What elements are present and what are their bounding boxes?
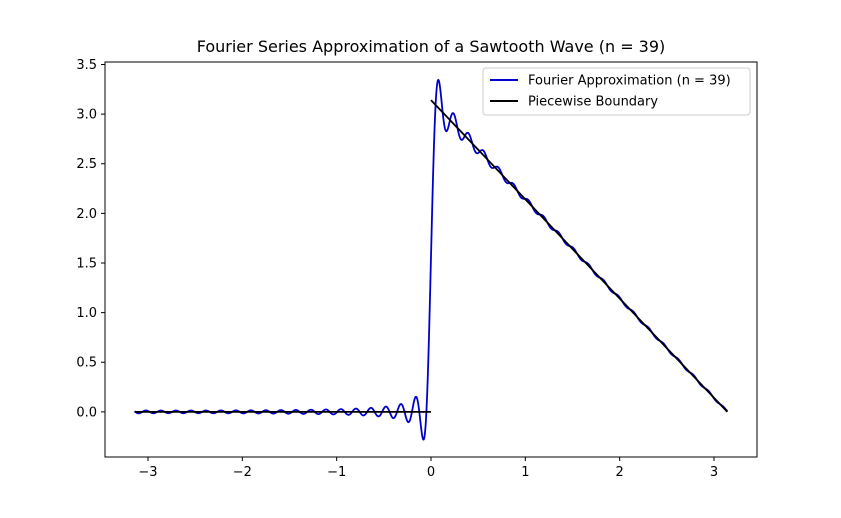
x-tick-label: 2 [616, 465, 624, 480]
x-tick-label: 0 [427, 465, 435, 480]
y-tick-label: 3.0 [76, 108, 97, 123]
y-tick-label: 1.5 [76, 256, 97, 271]
y-tick-label: 3.5 [76, 58, 97, 73]
plot-lines [133, 78, 729, 441]
y-tick-label: 0.5 [76, 356, 97, 371]
y-axis-ticks: 0.0 0.5 1.0 1.5 2.0 2.5 3.0 3.5 [76, 58, 105, 420]
series-line-piecewise [430, 99, 729, 413]
y-tick-label: 0.0 [76, 405, 97, 420]
x-axis-ticks: −3 −2 −1 0 1 2 3 [138, 457, 718, 480]
x-tick-label: −1 [327, 465, 346, 480]
y-tick-label: 2.0 [76, 207, 97, 222]
plot-frame [104, 61, 758, 458]
x-tick-label: 1 [521, 465, 529, 480]
legend-label-fourier: Fourier Approximation (n = 39) [528, 74, 731, 89]
legend-label-piecewise: Piecewise Boundary [528, 95, 658, 110]
x-tick-label: 3 [710, 465, 718, 480]
y-tick-label: 1.0 [76, 306, 97, 321]
legend: Fourier Approximation (n = 39) Piecewise… [482, 67, 751, 116]
chart-title: Fourier Series Approximation of a Sawtoo… [197, 37, 666, 56]
x-tick-label: −2 [233, 465, 252, 480]
x-tick-label: −3 [138, 465, 157, 480]
legend-box [482, 67, 751, 116]
y-tick-label: 2.5 [76, 157, 97, 172]
